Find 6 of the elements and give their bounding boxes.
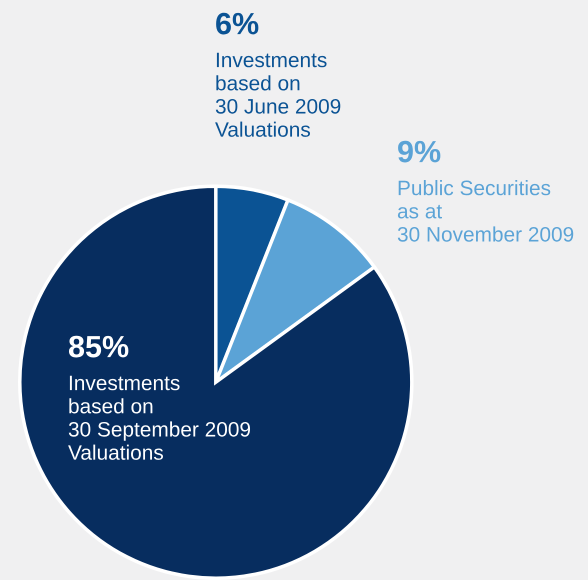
slice-label: Investments based on 30 September 2009 Valuations — [68, 376, 250, 460]
data-label: 85% — [68, 336, 128, 358]
slice-label: Investments based on 30 June 2009 Valuations — [215, 52, 340, 137]
slice-label: Public Securities as at 30 November 2009 — [398, 180, 574, 242]
data-label: 9% — [398, 140, 440, 162]
data-label: 6% — [216, 12, 258, 34]
